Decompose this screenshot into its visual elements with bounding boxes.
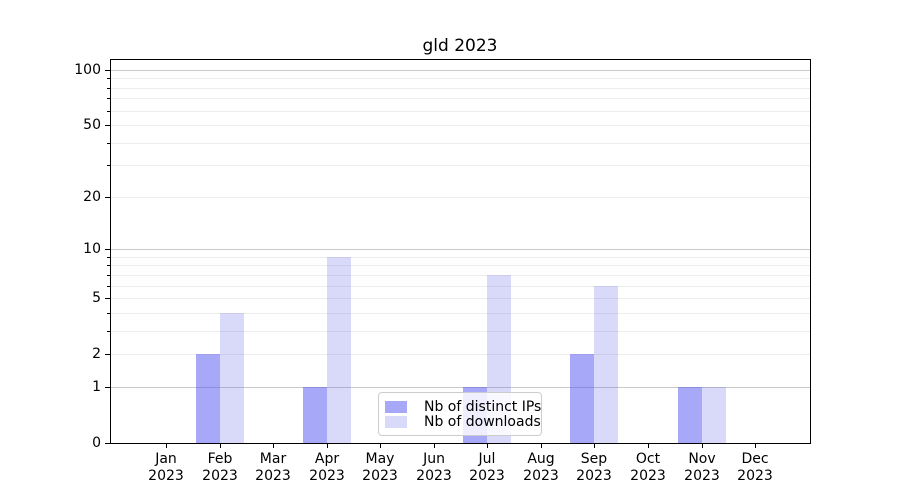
gridline-minor <box>110 165 811 166</box>
x-tick-label: Nov 2023 <box>684 451 720 484</box>
y-minor-tick-mark <box>107 313 110 314</box>
y-tick-label: 20 <box>83 189 101 205</box>
x-tick-mark <box>166 444 167 448</box>
bar-feb-nb-of-downloads <box>220 313 244 443</box>
x-tick-label: May 2023 <box>362 451 398 484</box>
x-tick-label: Sep 2023 <box>576 451 612 484</box>
y-tick-label: 10 <box>83 241 101 257</box>
y-minor-tick-mark <box>107 143 110 144</box>
y-minor-tick-mark <box>107 98 110 99</box>
x-tick-mark <box>755 444 756 448</box>
x-tick-mark <box>648 444 649 448</box>
chart-title: gld 2023 <box>422 36 498 56</box>
y-tick-label: 100 <box>74 62 101 78</box>
bar-apr-nb-of-downloads <box>327 257 351 443</box>
bar-sep-nb-of-downloads <box>594 286 618 443</box>
y-tick-label: 2 <box>92 346 101 362</box>
legend: Nb of distinct IPs Nb of downloads <box>378 392 542 436</box>
gridline-major <box>110 249 811 250</box>
bar-feb-nb-of-distinct-ips <box>196 354 220 443</box>
x-tick-label: Jul 2023 <box>469 451 505 484</box>
bar-sep-nb-of-distinct-ips <box>570 354 594 443</box>
y-minor-tick-mark <box>107 331 110 332</box>
y-minor-tick-mark <box>107 257 110 258</box>
x-tick-mark <box>380 444 381 448</box>
y-tick-label: 50 <box>83 117 101 133</box>
x-tick-label: Apr 2023 <box>309 451 345 484</box>
x-tick-label: Aug 2023 <box>523 451 559 484</box>
gridline-minor <box>110 78 811 79</box>
legend-item-nb-of-downloads: Nb of downloads <box>385 415 541 429</box>
y-minor-tick-mark <box>107 165 110 166</box>
x-tick-label: Dec 2023 <box>737 451 773 484</box>
x-tick-mark <box>220 444 221 448</box>
y-minor-tick-mark <box>107 286 110 287</box>
legend-swatch-nb-of-downloads <box>385 416 407 428</box>
x-tick-mark <box>434 444 435 448</box>
gridline-minor <box>110 257 811 258</box>
legend-label: Nb of downloads <box>424 414 541 430</box>
gridline-minor <box>110 298 811 299</box>
gridline-minor <box>110 143 811 144</box>
y-tick-mark <box>105 125 110 126</box>
y-tick-mark <box>105 197 110 198</box>
bar-nov-nb-of-downloads <box>702 387 726 443</box>
legend-swatch-nb-of-distinct-ips <box>385 401 407 413</box>
gridline-minor <box>110 88 811 89</box>
y-tick-mark <box>105 298 110 299</box>
x-tick-mark <box>594 444 595 448</box>
y-minor-tick-mark <box>107 111 110 112</box>
y-tick-label: 5 <box>92 290 101 306</box>
legend-item-nb-of-distinct-ips: Nb of distinct IPs <box>385 400 541 414</box>
x-tick-label: Mar 2023 <box>255 451 291 484</box>
gridline-minor <box>110 275 811 276</box>
y-minor-tick-mark <box>107 265 110 266</box>
gridline-minor <box>110 354 811 355</box>
gridline-major <box>110 387 811 388</box>
y-minor-tick-mark <box>107 88 110 89</box>
y-tick-mark <box>105 249 110 250</box>
gridline-minor <box>110 98 811 99</box>
x-tick-mark <box>541 444 542 448</box>
gridline-minor <box>110 265 811 266</box>
x-tick-mark <box>702 444 703 448</box>
gridline-minor <box>110 111 811 112</box>
gridline-minor <box>110 313 811 314</box>
y-tick-mark <box>105 387 110 388</box>
bar-apr-nb-of-distinct-ips <box>303 387 327 443</box>
y-minor-tick-mark <box>107 275 110 276</box>
x-tick-mark <box>487 444 488 448</box>
legend-label: Nb of distinct IPs <box>424 399 542 415</box>
y-tick-label: 0 <box>92 435 101 451</box>
y-tick-label: 1 <box>92 379 101 395</box>
gridline-minor <box>110 197 811 198</box>
x-tick-label: Oct 2023 <box>630 451 666 484</box>
y-minor-tick-mark <box>107 78 110 79</box>
x-tick-label: Jan 2023 <box>148 451 184 484</box>
x-tick-label: Feb 2023 <box>202 451 238 484</box>
x-tick-mark <box>273 444 274 448</box>
x-tick-label: Jun 2023 <box>416 451 452 484</box>
gridline-minor <box>110 286 811 287</box>
x-tick-mark <box>327 444 328 448</box>
gridline-major <box>110 70 811 71</box>
y-tick-mark <box>105 70 110 71</box>
gridline-minor <box>110 125 811 126</box>
gridline-minor <box>110 331 811 332</box>
bar-nov-nb-of-distinct-ips <box>678 387 702 443</box>
y-tick-mark <box>105 443 110 444</box>
y-tick-mark <box>105 354 110 355</box>
